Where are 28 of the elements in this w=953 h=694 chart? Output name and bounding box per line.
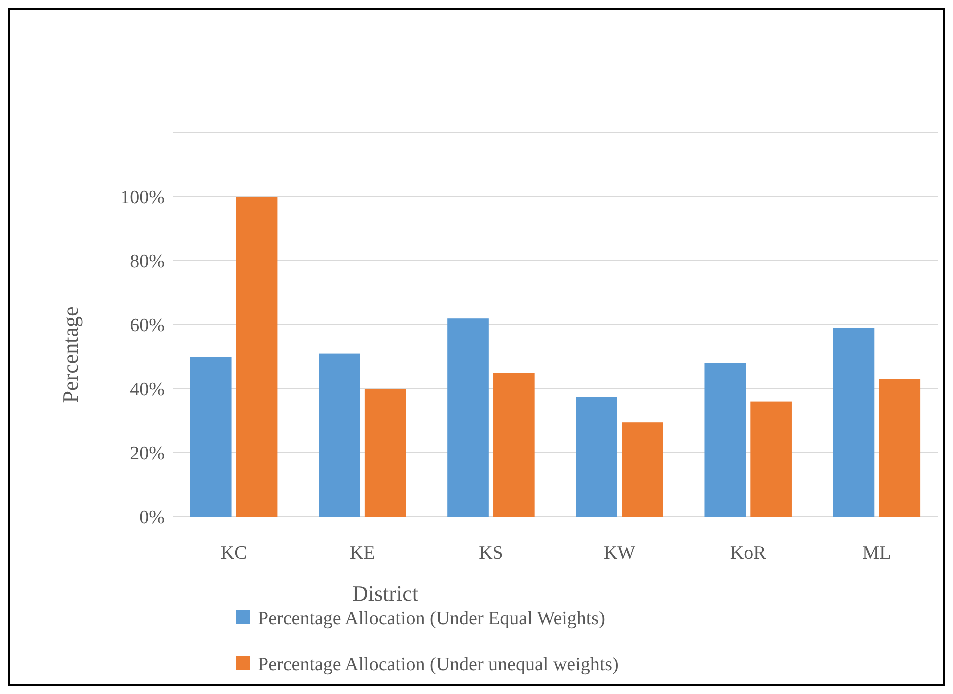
- bar: [622, 422, 664, 517]
- x-tick-label: KoR: [730, 543, 767, 564]
- legend-label: Percentage Allocation (Under Equal Weights): [258, 608, 606, 630]
- x-tick-label: KC: [220, 543, 248, 564]
- y-tick-label: 100%: [120, 188, 166, 209]
- bar: [833, 328, 875, 517]
- x-tick-label: KE: [350, 543, 376, 564]
- y-tick-label: 80%: [130, 252, 166, 273]
- y-axis-title: Percentage: [58, 306, 83, 404]
- bar: [190, 357, 232, 517]
- bar: [494, 373, 535, 517]
- bar: [236, 197, 278, 517]
- bar: [448, 318, 489, 517]
- bar: [364, 389, 406, 517]
- bar: [879, 379, 921, 517]
- x-tick-label: ML: [862, 543, 892, 564]
- bar: [576, 397, 618, 517]
- bar: [750, 402, 792, 517]
- y-tick-label: 40%: [130, 380, 166, 401]
- x-axis-title: District: [352, 581, 418, 606]
- x-tick-label: KW: [604, 543, 636, 564]
- legend-label: Percentage Allocation (Under unequal weights): [258, 654, 619, 676]
- y-tick-label: 60%: [130, 316, 166, 337]
- x-tick-label: KS: [479, 543, 504, 564]
- bar: [704, 363, 746, 517]
- y-tick-label: 20%: [130, 444, 166, 465]
- bar: [319, 354, 360, 517]
- y-tick-label: 0%: [140, 508, 166, 529]
